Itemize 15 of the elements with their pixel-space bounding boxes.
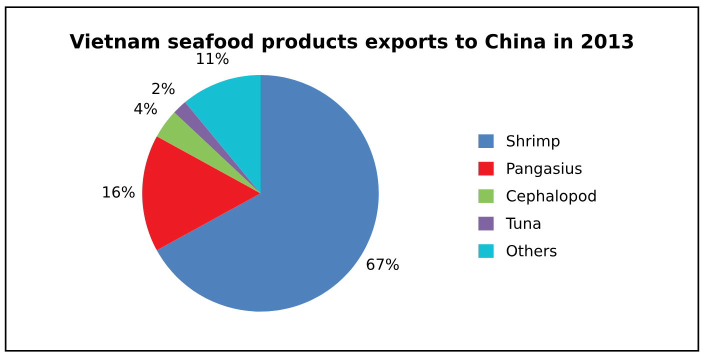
data-label: 67% bbox=[366, 258, 399, 270]
data-label: 2% bbox=[152, 82, 175, 94]
data-label: 4% bbox=[134, 102, 157, 114]
pie-slice bbox=[185, 75, 260, 194]
pie-slice bbox=[174, 102, 260, 194]
legend-label: Others bbox=[506, 244, 556, 256]
data-label: 11% bbox=[197, 52, 229, 64]
legend-label: Pangasius bbox=[507, 162, 582, 178]
pie-slice bbox=[156, 112, 260, 194]
data-label: 16% bbox=[103, 186, 135, 198]
legend-label: Shrimp bbox=[506, 134, 560, 150]
legend-label: Cephalopod bbox=[506, 190, 596, 205]
legend-label: Tuna bbox=[506, 218, 540, 230]
pie-slice bbox=[142, 136, 260, 250]
chart-title: Vietnam seafood products exports to China in 2013 bbox=[70, 34, 633, 52]
